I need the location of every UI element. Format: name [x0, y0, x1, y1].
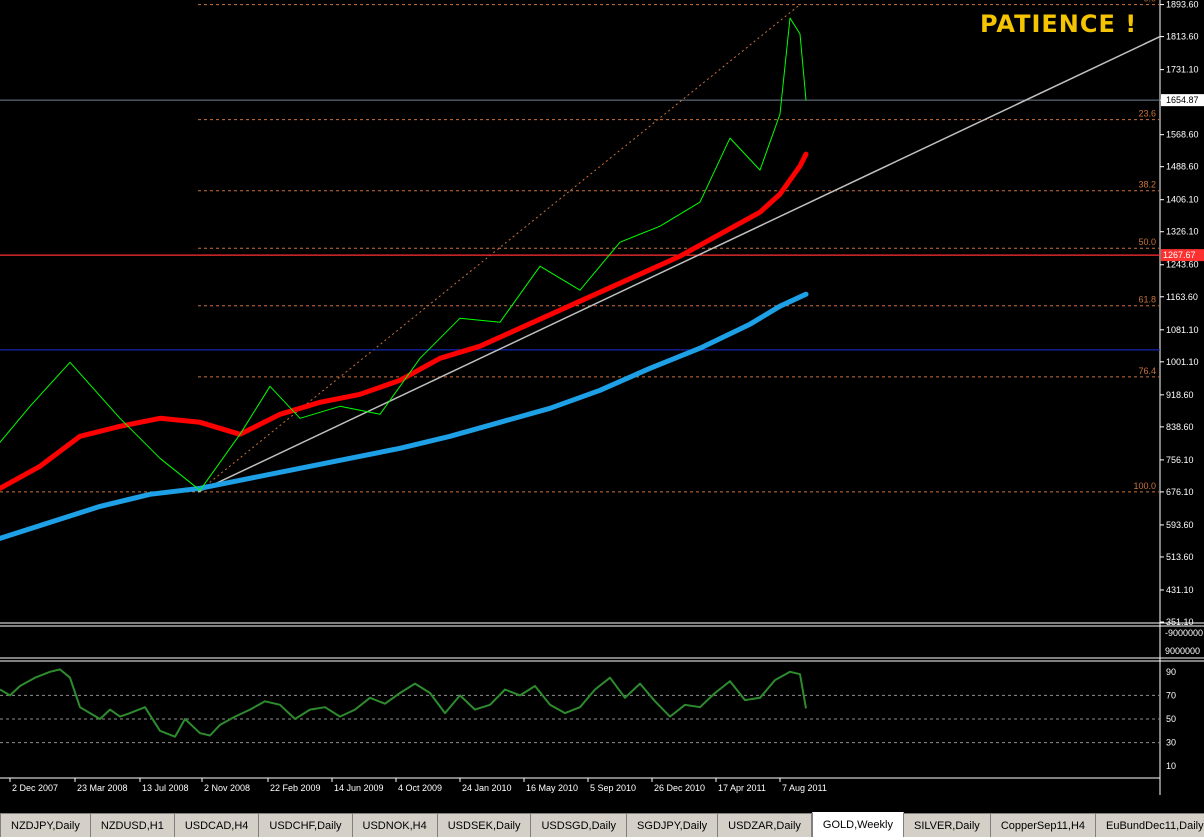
- tab-scroll-left[interactable]: [0, 814, 1, 837]
- time-tick-label: 26 Dec 2010: [654, 783, 705, 793]
- chart-tab[interactable]: USDNOK,H4: [353, 814, 438, 837]
- price-tick-label: 1081.10: [1166, 325, 1199, 335]
- oscillator-line: [0, 668, 807, 738]
- chart-tab[interactable]: USDZAR,Daily: [718, 814, 812, 837]
- time-tick-label: 14 Jun 2009: [334, 783, 384, 793]
- time-tick-label: 24 Jan 2010: [462, 783, 512, 793]
- fib-level-label: 50.0: [1138, 237, 1156, 247]
- chart-tab[interactable]: USDSEK,Daily: [438, 814, 532, 837]
- patience-annotation: PATIENCE !: [980, 10, 1138, 38]
- price-tick-label: 1406.10: [1166, 195, 1199, 205]
- fib-level-label: 0.0: [1143, 0, 1156, 4]
- price-tick-label: 756.10: [1166, 455, 1194, 465]
- price-tick-label: 351.10: [1166, 617, 1194, 627]
- price-tick-label: 918.60: [1166, 390, 1194, 400]
- fib-diagonal: [197, 4, 801, 493]
- volume-tick-label: 9000000: [1165, 646, 1200, 656]
- red-moving-average: [0, 151, 809, 491]
- fib-level-label: 23.6: [1138, 109, 1156, 119]
- price-tick-label: 1731.10: [1166, 65, 1199, 75]
- oscillator-tick-label: 50: [1166, 714, 1176, 724]
- fib-level-label: 100.0: [1133, 481, 1156, 491]
- oscillator-tick-label: 10: [1166, 761, 1176, 771]
- time-tick-label: 17 Apr 2011: [718, 783, 766, 793]
- current-price-tag: [1161, 94, 1204, 107]
- horizontal-level-label: 1267.67: [1163, 250, 1196, 260]
- price-tick-label: 593.60: [1166, 520, 1194, 530]
- time-tick-label: 13 Jul 2008: [142, 783, 189, 793]
- price-tick-label: 1488.60: [1166, 162, 1199, 172]
- time-tick-label: 16 May 2010: [526, 783, 578, 793]
- time-tick-label: 23 Mar 2008: [77, 783, 128, 793]
- fib-level-label: 76.4: [1138, 366, 1156, 376]
- fib-level-label: 38.2: [1138, 180, 1156, 190]
- time-tick-label: 22 Feb 2009: [270, 783, 321, 793]
- horizontal-level-tag: [1161, 249, 1204, 262]
- price-line: [0, 17, 807, 491]
- oscillator-tick-label: 30: [1166, 738, 1176, 748]
- time-tick-label: 7 Aug 2011: [782, 783, 827, 793]
- price-tick-label: 1001.10: [1166, 357, 1199, 367]
- price-tick-label: 1163.60: [1166, 292, 1198, 302]
- chart-tab-bar: NZDJPY,Daily NZDUSD,H1 USDCAD,H4 USDCHF,Dai…: [0, 812, 1204, 837]
- chart-tab[interactable]: SGDJPY,Daily: [627, 814, 719, 837]
- chart-background: [0, 0, 1204, 813]
- price-tick-label: 431.10: [1166, 585, 1194, 595]
- price-tick-label: 513.60: [1166, 552, 1194, 562]
- volume-tick-label: -9000000: [1165, 628, 1203, 638]
- chart-tab[interactable]: SILVER,Daily: [904, 814, 991, 837]
- chart-tab[interactable]: EuBundDec11,Daily: [1096, 814, 1204, 837]
- oscillator-tick-label: 90: [1166, 667, 1176, 677]
- chart-tab[interactable]: GOLD,Weekly: [811, 812, 904, 837]
- chart-tab[interactable]: USDSGD,Daily: [531, 814, 628, 837]
- price-tick-label: 1568.60: [1166, 130, 1199, 140]
- price-tick-label: 676.10: [1166, 487, 1194, 497]
- time-tick-label: 5 Sep 2010: [590, 783, 636, 793]
- price-tick-label: 1654.87: [1166, 95, 1199, 105]
- blue-moving-average: [0, 291, 809, 541]
- price-tick-label: 1243.60: [1166, 260, 1199, 270]
- oscillator-tick-label: 70: [1166, 690, 1176, 700]
- price-chart[interactable]: 0.0 23.6 38.2 50.0 61.8 76.4 100.0 1267.67 1893.…: [0, 0, 1204, 813]
- chart-tab[interactable]: NZDUSD,H1: [91, 814, 175, 837]
- chart-tab[interactable]: CopperSep11,H4: [991, 814, 1096, 837]
- fib-level-label: 61.8: [1138, 295, 1156, 305]
- price-tick-label: 1813.60: [1166, 32, 1199, 42]
- price-tick-label: 1893.60: [1166, 0, 1199, 10]
- price-tick-label: 838.60: [1166, 422, 1194, 432]
- time-tick-label: 2 Nov 2008: [204, 783, 250, 793]
- chart-tab[interactable]: USDCAD,H4: [175, 814, 260, 837]
- chart-tab[interactable]: USDCHF,Daily: [259, 814, 353, 837]
- price-tick-label: 1326.10: [1166, 227, 1199, 237]
- chart-tab[interactable]: NZDJPY,Daily: [1, 814, 91, 837]
- time-tick-label: 4 Oct 2009: [398, 783, 442, 793]
- time-tick-label: 2 Dec 2007: [12, 783, 58, 793]
- trendline: [197, 35, 1161, 493]
